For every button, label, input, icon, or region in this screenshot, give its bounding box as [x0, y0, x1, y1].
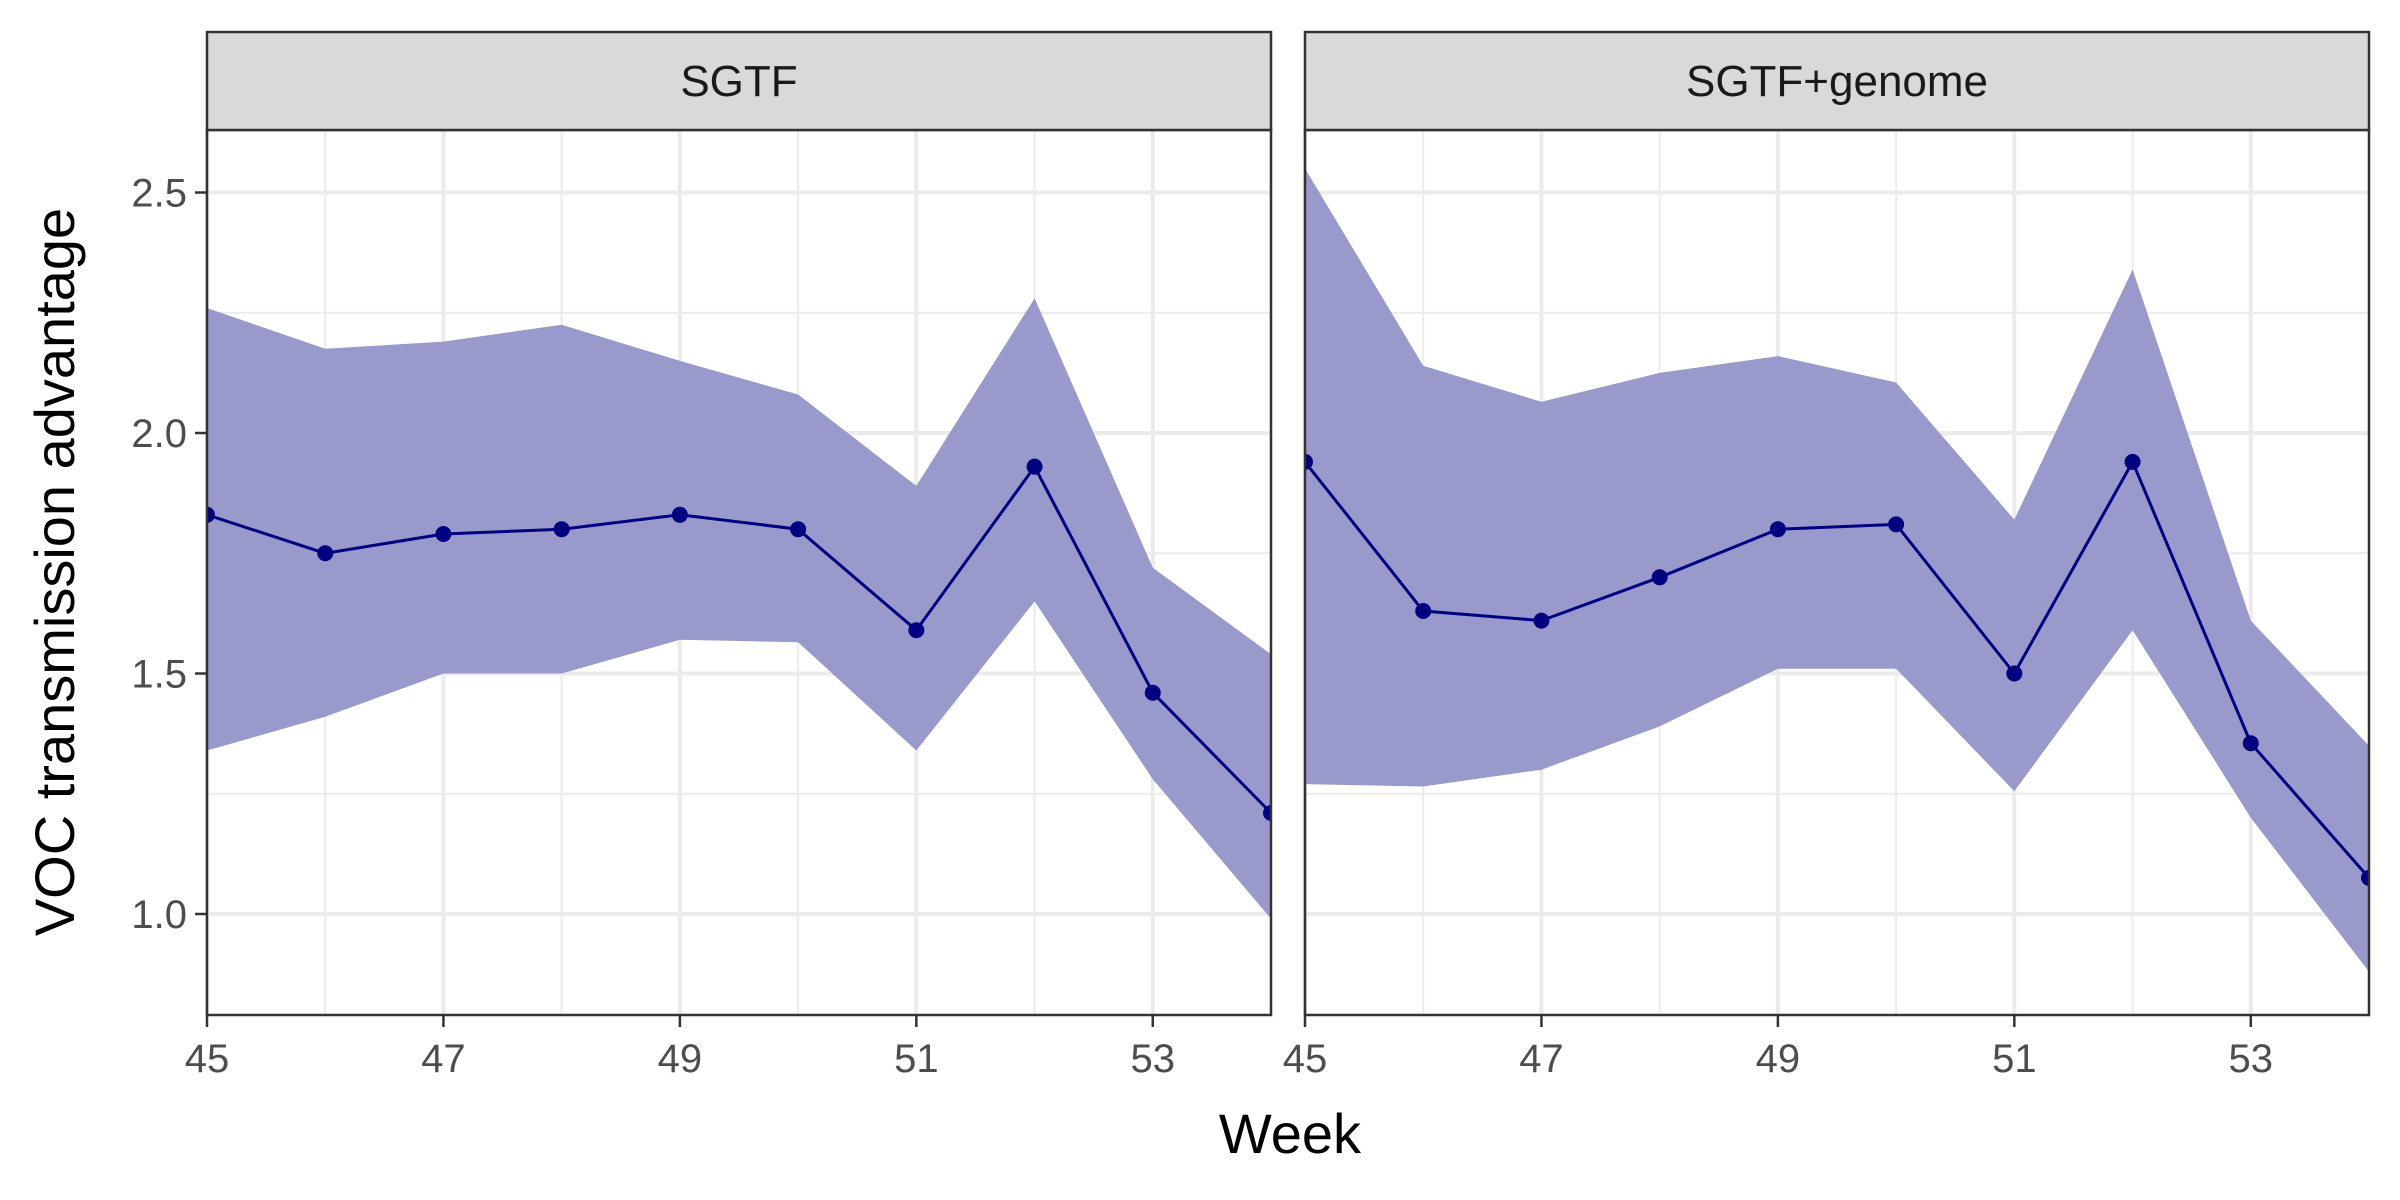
data-point [1888, 516, 1905, 533]
facet-strip [1303, 30, 2371, 132]
y-tick-label: 1.0 [131, 893, 187, 937]
panel-sgtf-genome: SGTF+genome 45 47 49 51 53 [1283, 30, 2371, 1081]
series-line [1305, 458, 2369, 879]
x-tick-label: 45 [1283, 1037, 1328, 1081]
data-point [1651, 569, 1668, 586]
data-point [1305, 453, 1313, 470]
x-tick-label: 53 [2229, 1037, 2274, 1081]
data-point [317, 545, 334, 562]
data-point [2361, 869, 2369, 886]
data-point [671, 506, 688, 523]
y-tick-label: 2.0 [131, 412, 187, 456]
y-axis: 1.0 1.5 2.0 2.5 [131, 172, 207, 937]
data-point [2006, 665, 2023, 682]
x-tick-label: 51 [1992, 1037, 2037, 1081]
confidence-ribbon [1305, 168, 2369, 972]
x-axis-title: Week [1219, 1102, 1362, 1165]
facet-strip-label: SGTF+genome [1686, 57, 1988, 106]
data-point [2124, 453, 2141, 470]
x-tick-label: 49 [658, 1037, 703, 1081]
data-point [1144, 684, 1161, 701]
data-point [553, 521, 570, 538]
data-point [908, 622, 925, 639]
data-point [435, 526, 452, 543]
confidence-ribbon [207, 298, 1271, 919]
panel-data [207, 298, 1271, 919]
x-tick-label: 47 [421, 1037, 466, 1081]
facet-strip-label: SGTF [680, 57, 797, 106]
y-tick-label: 2.5 [131, 172, 187, 216]
data-point [1415, 602, 1432, 619]
data-point [2242, 735, 2259, 752]
y-axis-title: VOC transmission advantage [23, 208, 86, 936]
data-point [1769, 521, 1786, 538]
x-tick-label: 47 [1519, 1037, 1564, 1081]
x-tick-label: 49 [1756, 1037, 1801, 1081]
series-line [207, 463, 1271, 815]
panel-data [1305, 168, 2369, 972]
data-point [1263, 804, 1271, 821]
data-point [1533, 612, 1550, 629]
data-point [207, 506, 215, 523]
data-point [790, 521, 807, 538]
x-tick-label: 45 [185, 1037, 230, 1081]
x-tick-label: 53 [1131, 1037, 1176, 1081]
y-tick-label: 1.5 [131, 653, 187, 697]
x-tick-label: 51 [894, 1037, 939, 1081]
data-point [1026, 458, 1043, 475]
panel-sgtf: SGTF 45 47 49 51 53 [185, 30, 1273, 1081]
facet-strip [205, 30, 1273, 132]
